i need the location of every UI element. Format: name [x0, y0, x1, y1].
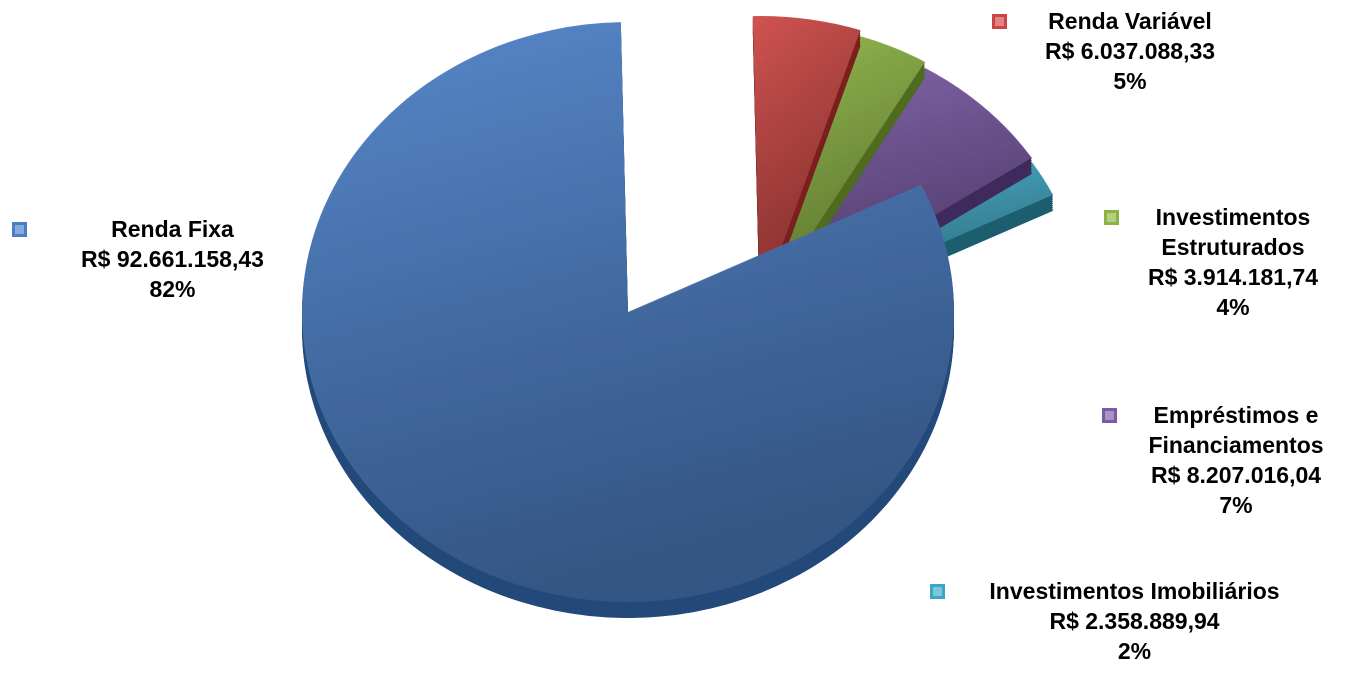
legend-marker-emprestimos-financiamentos [1102, 408, 1117, 423]
slice-label: Investimentos Estruturados [1155, 204, 1311, 260]
pie-slice-gloss [752, 16, 861, 307]
slice-value: R$ 3.914.181,74 [1147, 264, 1319, 290]
legend-marker-renda-variavel [992, 14, 1007, 29]
label-investimentos-imobiliarios: Investimentos Imobiliários R$ 2.358.889,… [930, 576, 1317, 666]
slice-percent: 5% [1113, 68, 1147, 94]
pie-slice-top [301, 22, 954, 603]
slice-percent: 4% [1216, 294, 1250, 320]
slice-value: R$ 2.358.889,94 [1049, 608, 1220, 634]
slice-value: R$ 6.037.088,33 [1044, 38, 1216, 64]
legend-marker-investimentos-imobiliarios [930, 584, 945, 599]
slice-percent: 2% [1117, 638, 1152, 664]
label-renda-variavel: Renda Variável R$ 6.037.088,33 5% [992, 6, 1250, 96]
pie-slice-0 [301, 22, 954, 618]
slice-label: Renda Fixa [111, 216, 234, 242]
slice-value: R$ 92.661.158,43 [81, 246, 264, 272]
slice-label: Empréstimos e Financiamentos [1148, 402, 1324, 458]
slice-percent: 7% [1219, 492, 1253, 518]
label-renda-fixa: Renda Fixa R$ 92.661.158,43 82% [12, 214, 305, 304]
slice-label: Renda Variável [1048, 8, 1212, 34]
pie-slice-top [752, 16, 861, 307]
pie-slice-gloss [301, 22, 954, 603]
label-emprestimos-financiamentos: Empréstimos e Financiamentos R$ 8.207.01… [1102, 400, 1354, 520]
legend-marker-renda-fixa [12, 222, 27, 237]
label-investimentos-estruturados: Investimentos Estruturados R$ 3.914.181,… [1104, 202, 1348, 322]
legend-marker-investimentos-estruturados [1104, 210, 1119, 225]
slice-percent: 82% [149, 276, 196, 302]
slice-value: R$ 8.207.016,04 [1150, 462, 1322, 488]
slice-label: Investimentos Imobiliários [989, 578, 1280, 604]
